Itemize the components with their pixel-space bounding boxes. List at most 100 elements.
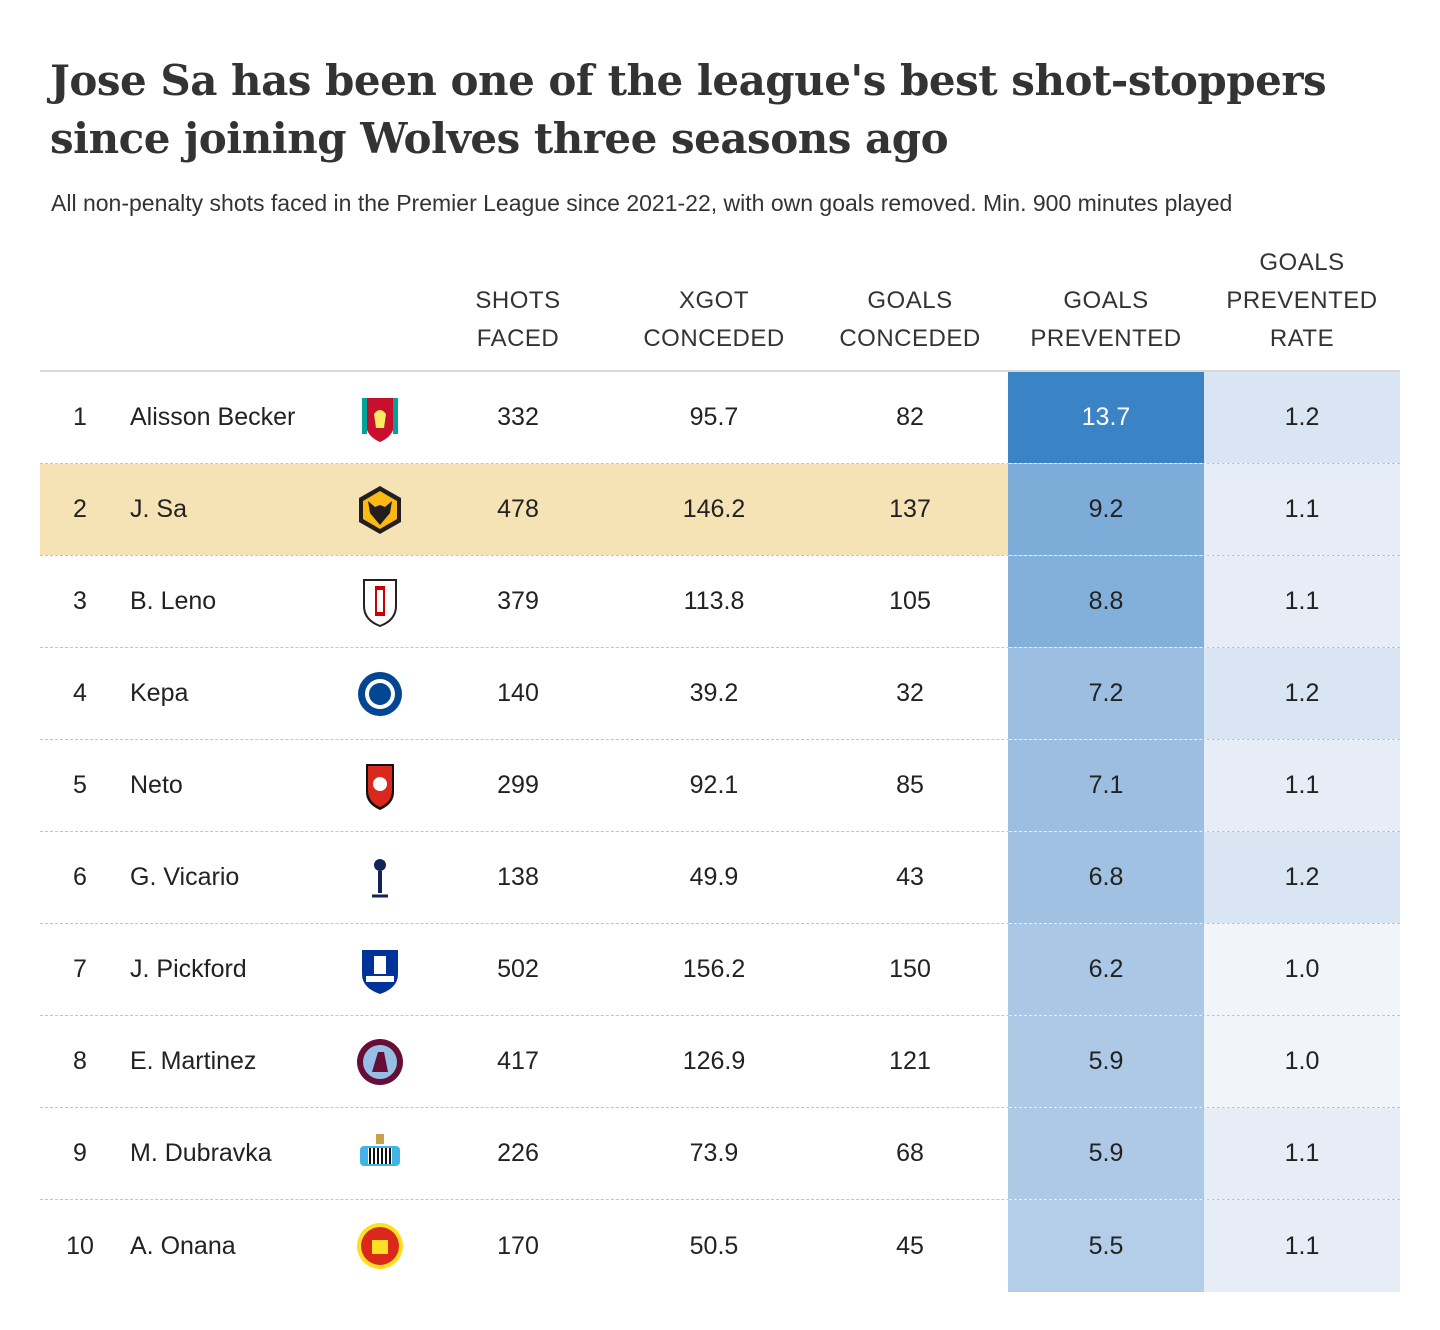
- table-row: 1 Alisson Becker 332 95.7 82 13.7 1.2: [40, 372, 1400, 464]
- wolves-crest-icon: [350, 464, 410, 555]
- chelsea-crest-icon: [350, 648, 410, 739]
- player-name: Kepa: [130, 679, 189, 707]
- rank-cell: 9: [73, 1139, 87, 1167]
- goals-prevented-cell: 7.1: [1008, 740, 1204, 831]
- goals-conceded-cell: 137: [889, 495, 931, 523]
- table-row: 5 Neto 299 92.1 85 7.1 1.1: [40, 740, 1400, 832]
- goals-prevented-rate-cell: 1.2: [1204, 832, 1400, 923]
- table-header: SHOTS FACED XGOT CONCEDED GOALS CONCEDED GO…: [40, 246, 1400, 370]
- header-goals-conceded: GOALS CONCEDED: [839, 287, 981, 352]
- goals-prevented-cell: 8.8: [1008, 556, 1204, 647]
- player-name: J. Pickford: [130, 955, 247, 983]
- player-name: Neto: [130, 771, 183, 799]
- goals-prevented-rate-cell: 1.1: [1204, 740, 1400, 831]
- xgot-conceded-cell: 156.2: [682, 955, 746, 983]
- goals-prevented-cell: 6.2: [1008, 924, 1204, 1015]
- goals-prevented-cell: 6.8: [1008, 832, 1204, 923]
- goals-prevented-rate-cell: 1.1: [1204, 1108, 1400, 1199]
- goals-prevented-cell: 5.5: [1008, 1200, 1204, 1292]
- goals-prevented-cell: 13.7: [1008, 372, 1204, 463]
- table-body: 1 Alisson Becker 332 95.7 82 13.7 1.2 2 J. Sa 478…: [40, 372, 1400, 1292]
- rank-cell: 8: [73, 1047, 87, 1075]
- goals-conceded-cell: 150: [889, 955, 931, 983]
- goals-conceded-cell: 45: [896, 1231, 924, 1260]
- goals-conceded-cell: 82: [896, 403, 924, 431]
- table-row: 9 M. Dubravka 226 73.9 68 5.9 1.1: [40, 1108, 1400, 1200]
- goals-prevented-cell: 9.2: [1008, 464, 1204, 555]
- player-name: J. Sa: [130, 495, 187, 523]
- newcastle-crest-icon: [350, 1108, 410, 1199]
- shots-faced-cell: 138: [497, 863, 539, 891]
- everton-crest-icon: [350, 924, 410, 1015]
- player-name: M. Dubravka: [130, 1139, 272, 1167]
- table-row: 6 G. Vicario 138 49.9 43 6.8 1.2: [40, 832, 1400, 924]
- goals-conceded-cell: 43: [896, 863, 924, 891]
- goals-prevented-cell: 7.2: [1008, 648, 1204, 739]
- player-name: A. Onana: [130, 1231, 236, 1260]
- rank-cell: 10: [66, 1231, 94, 1260]
- header-shots-faced: SHOTS FACED: [475, 287, 561, 352]
- rank-cell: 5: [73, 771, 87, 799]
- chart-subtitle: All non-penalty shots faced in the Premi…: [51, 190, 1233, 216]
- goals-prevented-rate-cell: 1.0: [1204, 924, 1400, 1015]
- goals-prevented-rate-cell: 1.2: [1204, 648, 1400, 739]
- shots-faced-cell: 170: [497, 1231, 539, 1260]
- liverpool-crest-icon: [350, 372, 410, 463]
- header-xgot-conceded: XGOT CONCEDED: [643, 287, 785, 352]
- xgot-conceded-cell: 92.1: [689, 771, 739, 799]
- goals-conceded-cell: 85: [896, 771, 924, 799]
- rank-cell: 2: [73, 495, 87, 523]
- shots-faced-cell: 299: [497, 771, 539, 799]
- xgot-conceded-cell: 113.8: [683, 587, 745, 615]
- xgot-conceded-cell: 126.9: [682, 1047, 746, 1075]
- player-name: Alisson Becker: [130, 403, 296, 431]
- shots-faced-cell: 417: [497, 1047, 539, 1075]
- man-utd-crest-icon: [350, 1200, 410, 1292]
- goals-prevented-rate-cell: 1.1: [1204, 464, 1400, 555]
- rank-cell: 6: [73, 863, 87, 891]
- player-name: B. Leno: [130, 587, 217, 615]
- fulham-crest-icon: [350, 556, 410, 647]
- aston-villa-crest-icon: [350, 1016, 410, 1107]
- shots-faced-cell: 502: [497, 955, 539, 983]
- header-goals-prevented: GOALS PREVENTED: [1030, 287, 1182, 352]
- rank-cell: 1: [73, 403, 87, 431]
- goals-prevented-rate-cell: 1.1: [1204, 556, 1400, 647]
- shots-faced-cell: 140: [497, 679, 539, 707]
- xgot-conceded-cell: 146.2: [682, 495, 746, 523]
- goals-prevented-rate-cell: 1.1: [1204, 1200, 1400, 1292]
- table-row: 2 J. Sa 478 146.2 137 9.2 1.1: [40, 464, 1400, 556]
- chart-title: Jose Sa has been one of the league's bes…: [50, 56, 1327, 163]
- xgot-conceded-cell: 39.2: [689, 679, 739, 707]
- goals-conceded-cell: 68: [896, 1139, 924, 1167]
- goals-prevented-cell: 5.9: [1008, 1108, 1204, 1199]
- tottenham-crest-icon: [350, 832, 410, 923]
- header-goals-prevented-rate: GOALS PREVENTED RATE: [1226, 249, 1378, 352]
- rank-cell: 3: [73, 587, 87, 615]
- rank-cell: 7: [73, 955, 87, 983]
- table-row: 4 Kepa 140 39.2 32 7.2 1.2: [40, 648, 1400, 740]
- goals-prevented-rate-cell: 1.2: [1204, 372, 1400, 463]
- shots-faced-cell: 332: [497, 403, 539, 431]
- rank-cell: 4: [73, 679, 87, 707]
- goals-conceded-cell: 121: [889, 1047, 931, 1075]
- xgot-conceded-cell: 49.9: [689, 863, 739, 891]
- table-row: 7 J. Pickford 502 156.2 150 6.2 1.0: [40, 924, 1400, 1016]
- xgot-conceded-cell: 95.7: [689, 403, 739, 431]
- player-name: E. Martinez: [130, 1047, 257, 1075]
- shots-faced-cell: 478: [497, 495, 539, 523]
- header-divider: [40, 370, 1400, 372]
- goals-conceded-cell: 105: [889, 587, 931, 615]
- table-row: 3 B. Leno 379 113.8 105 8.8 1.1: [40, 556, 1400, 648]
- xgot-conceded-cell: 73.9: [689, 1139, 739, 1167]
- shots-faced-cell: 379: [497, 587, 539, 615]
- table-row: 10 A. Onana 170 50.5 45 5.5 1.1: [40, 1200, 1400, 1292]
- table-row: 8 E. Martinez 417 126.9 121 5.9 1.0: [40, 1016, 1400, 1108]
- xgot-conceded-cell: 50.5: [689, 1231, 739, 1260]
- player-name: G. Vicario: [130, 863, 240, 891]
- bournemouth-crest-icon: [350, 740, 410, 831]
- goals-prevented-cell: 5.9: [1008, 1016, 1204, 1107]
- shots-faced-cell: 226: [497, 1139, 539, 1167]
- goals-prevented-rate-cell: 1.0: [1204, 1016, 1400, 1107]
- goals-conceded-cell: 32: [896, 679, 924, 707]
